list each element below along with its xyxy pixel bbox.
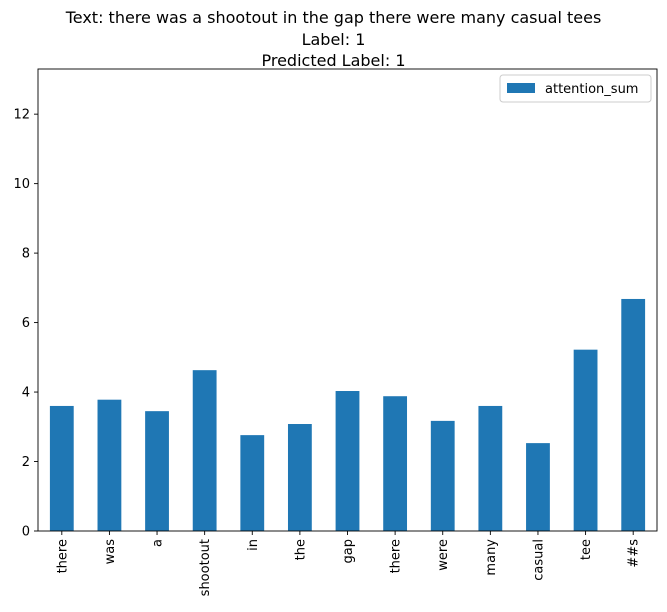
bar-6 (335, 391, 360, 531)
x-tick-label-11: tee (579, 539, 594, 560)
bar-12 (621, 298, 646, 531)
bar-11 (573, 349, 598, 531)
y-tick-label-4: 8 (22, 247, 30, 262)
y-tick-label-1: 2 (22, 455, 30, 470)
x-tick-label-4: in (246, 539, 261, 551)
bar-9 (478, 405, 503, 531)
bar-0 (49, 405, 74, 531)
bar-7 (383, 396, 408, 531)
y-tick-label-5: 10 (13, 177, 30, 192)
y-tick-label-2: 4 (22, 386, 30, 401)
bar-3 (192, 370, 217, 531)
x-tick-label-6: gap (341, 539, 356, 563)
x-tick-label-7: there (389, 539, 404, 573)
chart-subtitle-label: Label: 1 (301, 30, 366, 49)
legend-label: attention_sum (545, 82, 638, 97)
chart-subtitle-predicted-label: Predicted Label: 1 (261, 51, 406, 70)
y-tick-label-3: 6 (22, 316, 30, 331)
bar-5 (287, 424, 312, 531)
x-tick-label-12: ##s (627, 539, 642, 568)
x-tick-label-9: many (484, 539, 499, 576)
legend-swatch (507, 83, 535, 93)
x-tick-label-5: the (293, 539, 308, 560)
legend-box (499, 74, 652, 103)
x-tick-label-10: casual (531, 539, 546, 581)
bar-1 (97, 399, 122, 531)
bar-2 (145, 411, 169, 531)
y-tick-label-0: 0 (22, 525, 30, 540)
x-tick-label-0: there (55, 539, 70, 573)
x-tick-label-2: a (151, 539, 166, 547)
bar-8 (430, 420, 455, 531)
x-tick-label-8: were (436, 539, 451, 571)
bar-4 (240, 435, 265, 531)
x-tick-label-1: was (103, 539, 118, 565)
x-tick-label-3: shootout (198, 539, 213, 596)
y-tick-label-6: 12 (13, 108, 30, 123)
chart-title: Text: there was a shootout in the gap th… (65, 8, 602, 27)
bar-10 (526, 443, 550, 531)
